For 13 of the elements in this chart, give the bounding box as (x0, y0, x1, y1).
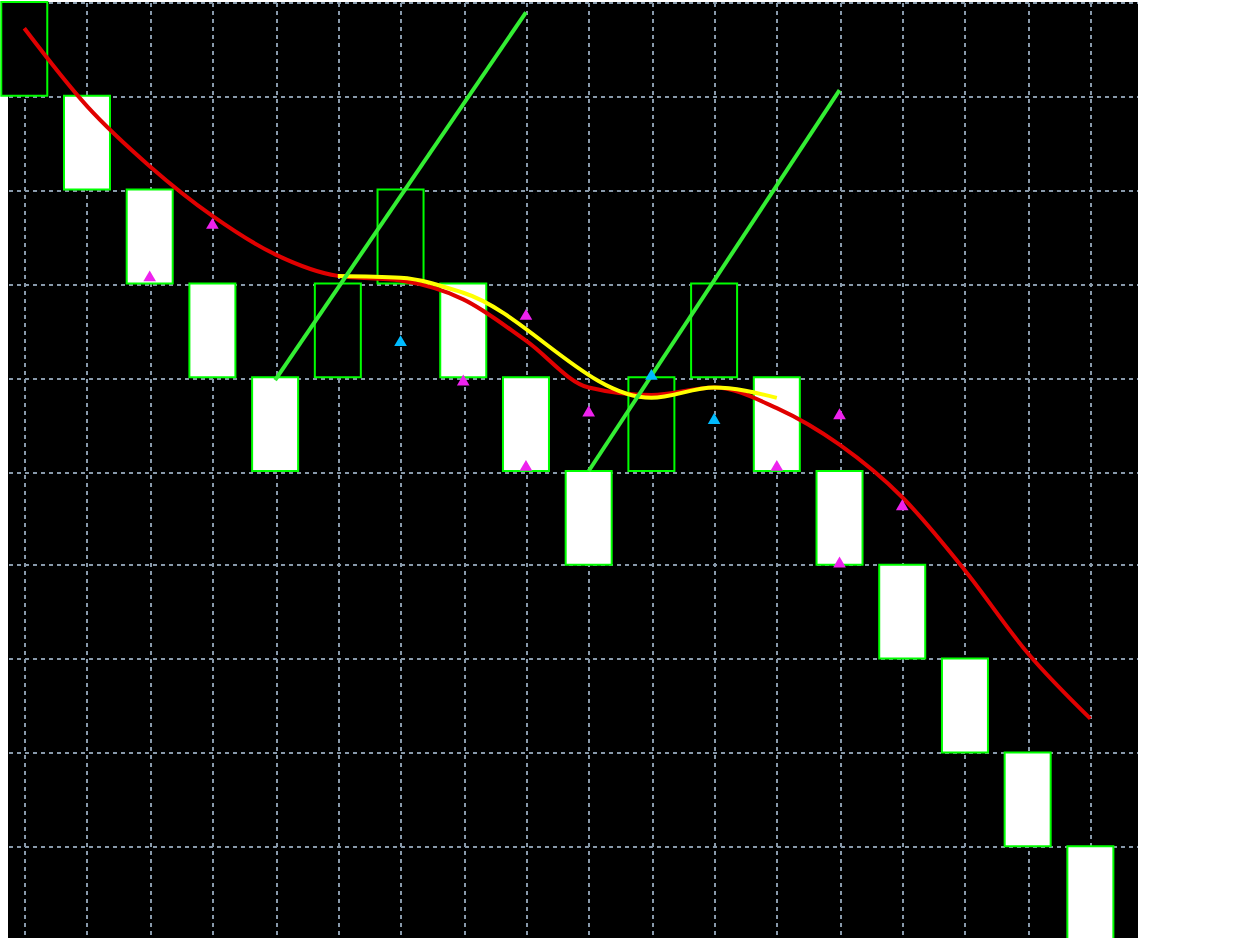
point (206, 217, 219, 229)
point (833, 556, 846, 568)
point (582, 405, 595, 417)
point (833, 408, 846, 420)
point (770, 459, 784, 471)
point (456, 374, 470, 386)
point (519, 308, 533, 320)
point (143, 270, 157, 282)
point (707, 412, 721, 424)
point (519, 459, 533, 471)
point (645, 368, 658, 380)
point (394, 335, 407, 347)
point (895, 499, 909, 511)
